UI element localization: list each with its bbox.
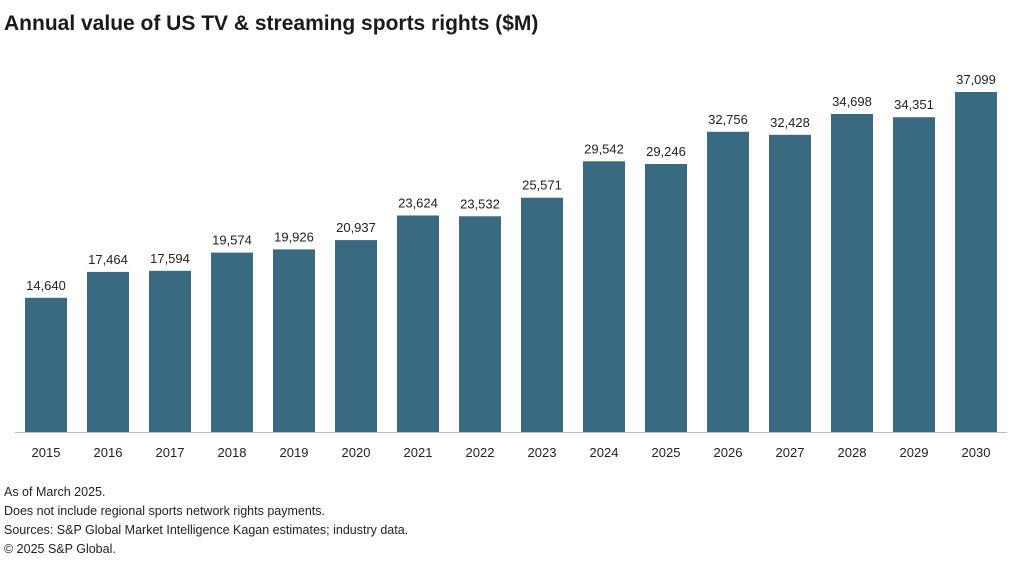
data-label-2018: 19,574 [212, 233, 252, 248]
footnote-sources: Sources: S&P Global Market Intelligence … [4, 523, 409, 537]
data-label-2026: 32,756 [708, 112, 748, 127]
x-tick-2027: 2027 [776, 445, 805, 460]
x-tick-2026: 2026 [714, 445, 743, 460]
data-label-2029: 34,351 [894, 97, 934, 112]
x-tick-2021: 2021 [404, 445, 433, 460]
bar-2027 [769, 134, 811, 433]
data-label-2015: 14,640 [26, 278, 66, 293]
bar-2018 [211, 252, 253, 432]
footnote-exclusion: Does not include regional sports network… [4, 504, 325, 518]
bar-2022 [459, 216, 501, 432]
bar-chart: 14,640 2015 17,464 2016 17,594 2017 19,574 2018… [15, 72, 1007, 460]
x-tick-2024: 2024 [590, 445, 619, 460]
data-label-2019: 19,926 [274, 229, 314, 244]
data-label-2024: 29,542 [584, 141, 624, 156]
data-label-2023: 25,571 [522, 178, 562, 193]
bar-2024 [583, 161, 625, 433]
data-label-2025: 29,246 [646, 144, 686, 159]
bar-2023 [521, 197, 563, 432]
x-tick-2029: 2029 [900, 445, 929, 460]
footnotes: As of March 2025. Does not include regio… [4, 483, 408, 559]
bar-2015 [25, 297, 67, 432]
chart-title: Annual value of US TV & streaming sports… [4, 12, 539, 35]
bar-2019 [273, 249, 315, 432]
x-tick-2019: 2019 [280, 445, 309, 460]
bar-2025 [645, 164, 687, 432]
x-tick-2022: 2022 [466, 445, 495, 460]
bar-2026 [707, 131, 749, 433]
data-label-2027: 32,428 [770, 115, 810, 130]
x-tick-2017: 2017 [156, 445, 185, 460]
x-tick-2028: 2028 [838, 445, 867, 460]
data-label-2021: 23,624 [398, 196, 438, 211]
data-label-2016: 17,464 [88, 252, 128, 267]
bar-2028 [831, 114, 873, 432]
footnote-as-of: As of March 2025. [4, 485, 106, 499]
footnote-copyright: © 2025 S&P Global. [4, 542, 116, 556]
x-tick-2018: 2018 [218, 445, 247, 460]
data-label-2028: 34,698 [832, 94, 872, 109]
data-label-2020: 20,937 [336, 220, 376, 235]
x-tick-2025: 2025 [652, 445, 681, 460]
bar-2017 [149, 270, 191, 432]
x-tick-2023: 2023 [528, 445, 557, 460]
x-tick-2015: 2015 [32, 445, 61, 460]
data-label-2017: 17,594 [150, 251, 190, 266]
bar-2016 [87, 271, 129, 432]
bar-2021 [397, 215, 439, 432]
x-tick-2030: 2030 [962, 445, 991, 460]
bar-2030 [955, 92, 997, 432]
x-tick-2016: 2016 [94, 445, 123, 460]
data-label-2022: 23,532 [460, 196, 500, 211]
x-tick-2020: 2020 [342, 445, 371, 460]
bar-2020 [335, 240, 377, 432]
data-label-2030: 37,099 [956, 72, 996, 87]
bar-2029 [893, 117, 935, 432]
